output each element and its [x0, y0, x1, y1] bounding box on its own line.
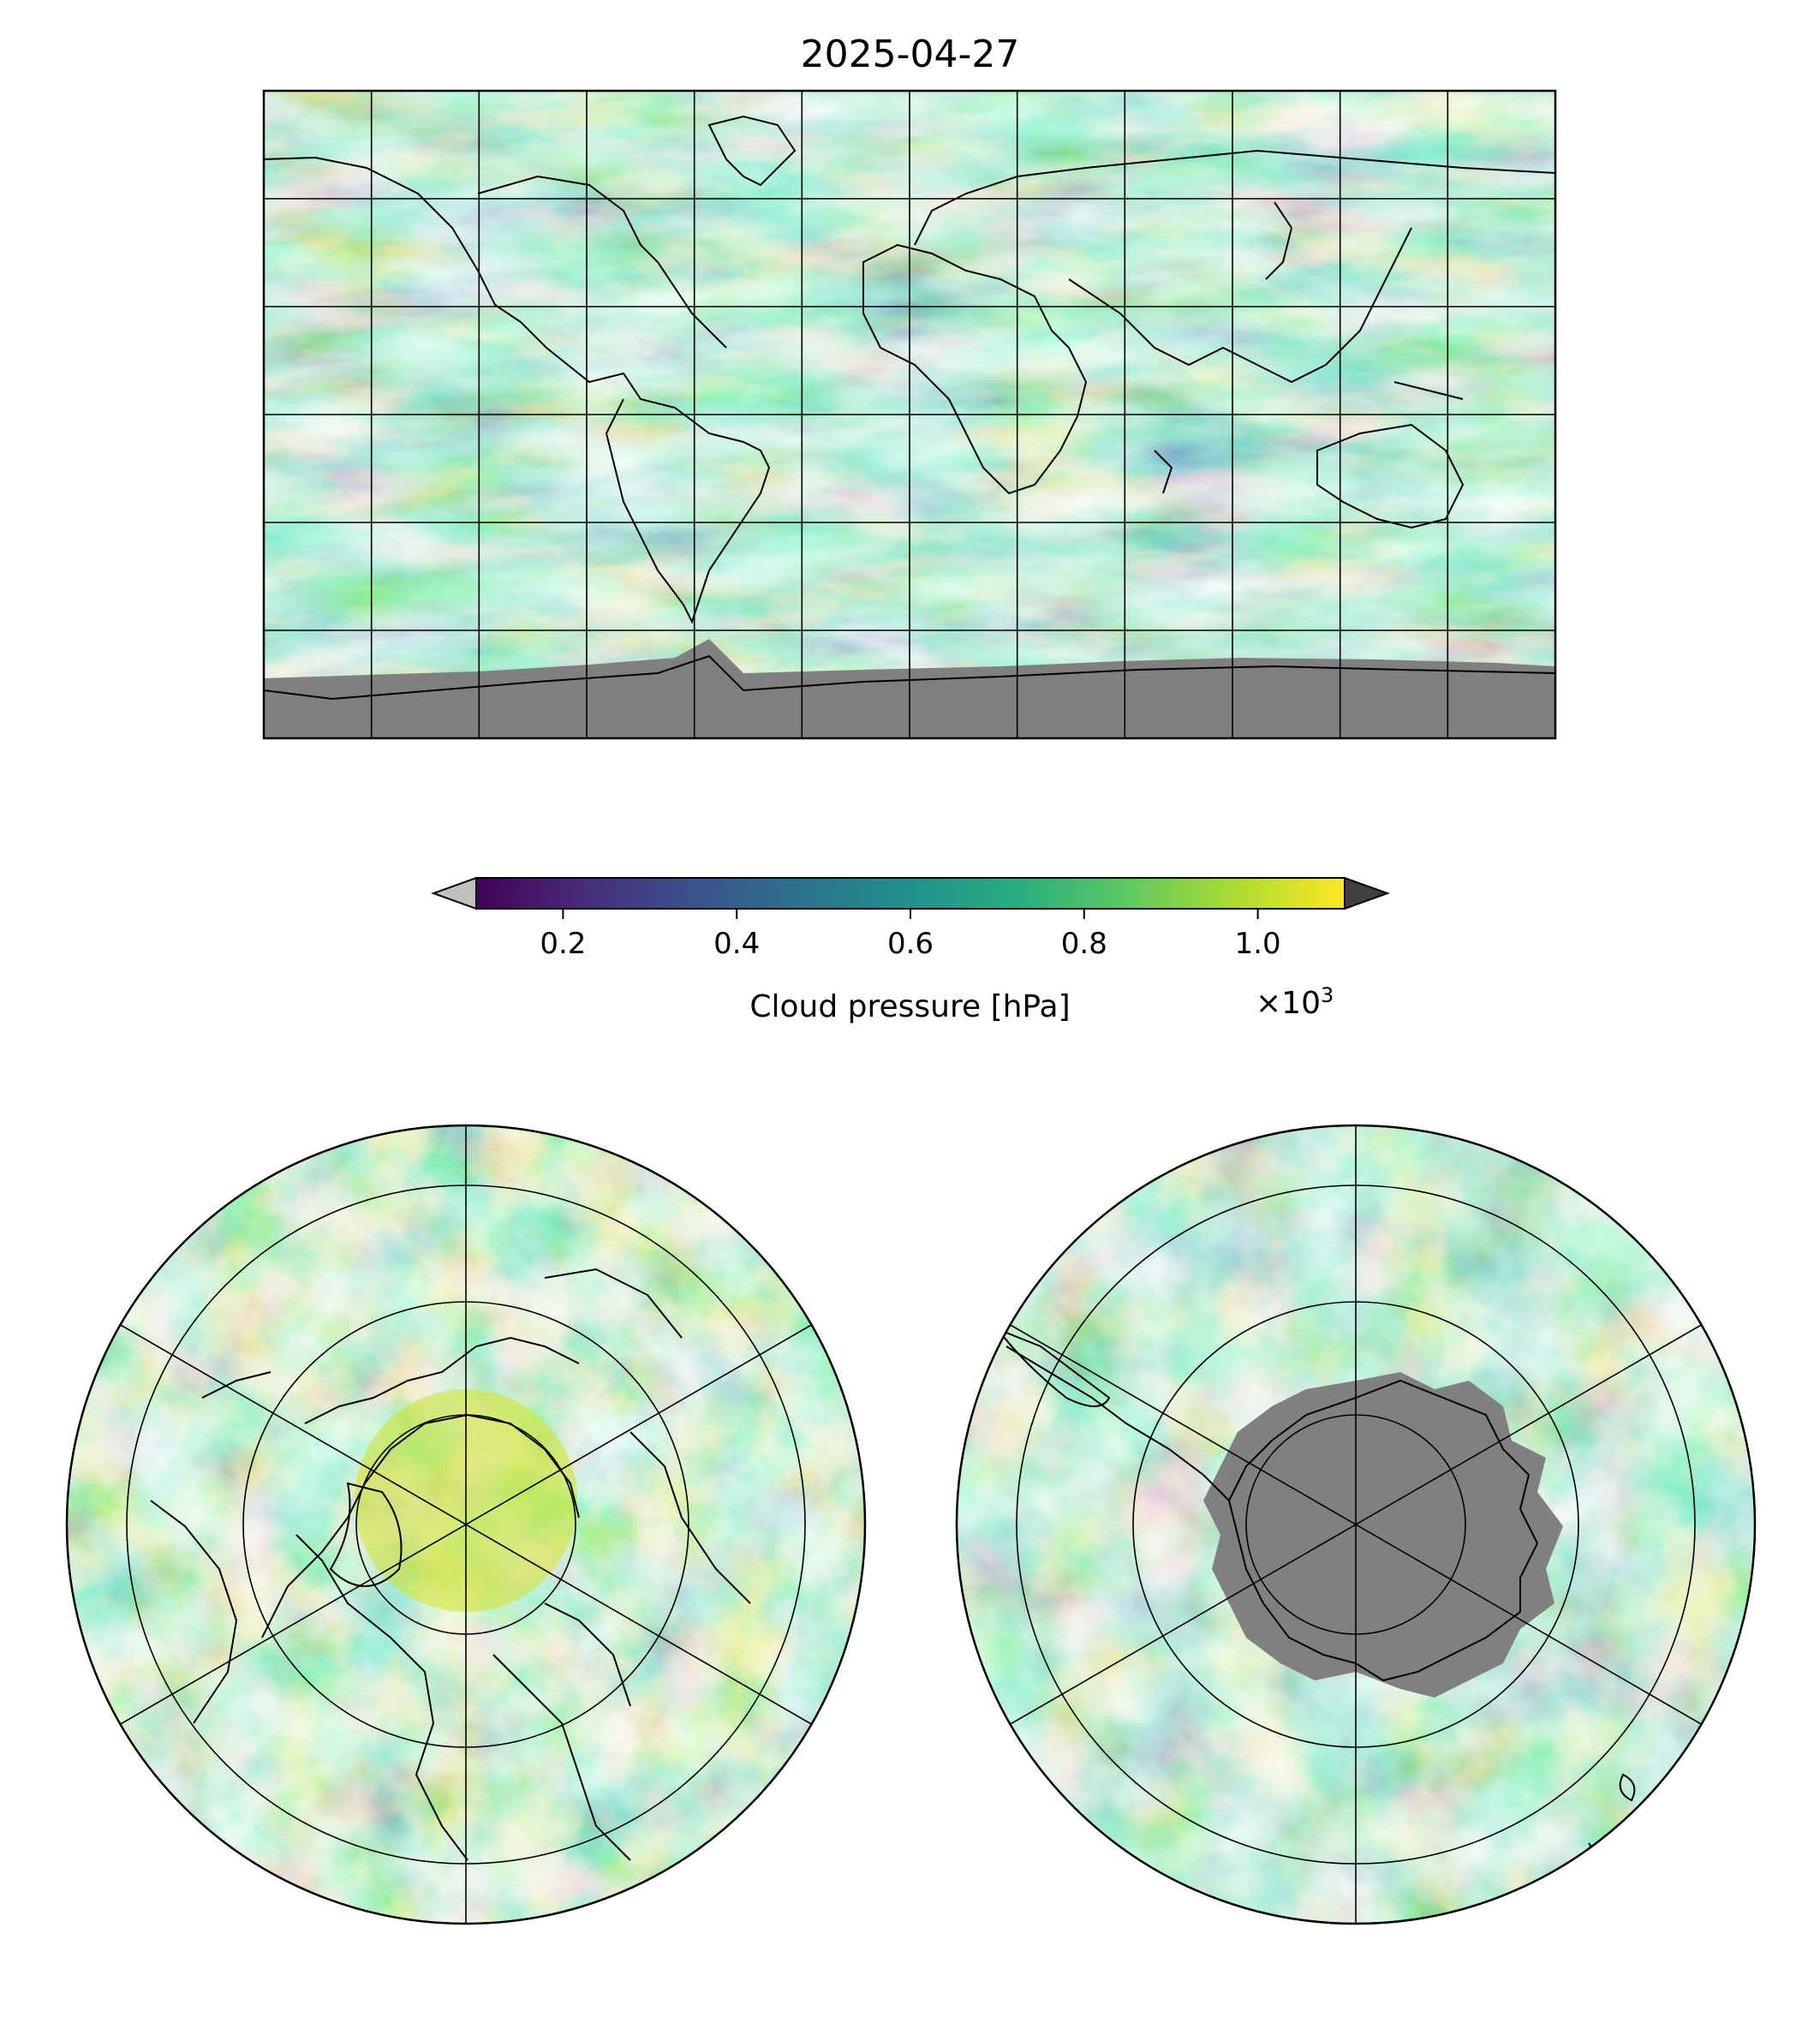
map-frame: [262, 89, 1557, 740]
colorbar-label: Cloud pressure [hPa]: [749, 989, 1071, 1024]
map-boundary: [65, 1124, 867, 1925]
no-data-region: [1203, 1372, 1563, 1698]
coastlines: [264, 115, 1555, 701]
figure-title: 2025-04-27: [800, 33, 1020, 76]
coastlines: [150, 1268, 751, 1861]
colorbar-gradient: [475, 877, 1346, 910]
colorbar-tick-label: 0.2: [540, 927, 586, 961]
global-map: [262, 89, 1557, 740]
north-polar-map: [65, 1124, 867, 1925]
map-boundary: [955, 1124, 1757, 1925]
colorbar-tick-label: 0.4: [713, 927, 760, 961]
gridlines: [264, 91, 1555, 738]
over-extension: [1344, 876, 1390, 910]
gridlines: [1008, 1125, 1704, 1924]
colorbar: 0.2 0.4 0.6 0.8 1.0: [431, 876, 1390, 961]
colorbar-tick-label: 0.6: [887, 927, 934, 961]
colorbar-tick-label: 0.8: [1061, 927, 1107, 961]
under-extension: [431, 876, 477, 910]
colorbar-tick-label: 1.0: [1235, 927, 1281, 961]
gridlines: [118, 1125, 814, 1924]
colorbar-ticks: 0.2 0.4 0.6 0.8 1.0: [540, 909, 1281, 961]
south-polar-map: [955, 1124, 1757, 1925]
colorbar-multiplier: ×103: [1256, 983, 1334, 1021]
